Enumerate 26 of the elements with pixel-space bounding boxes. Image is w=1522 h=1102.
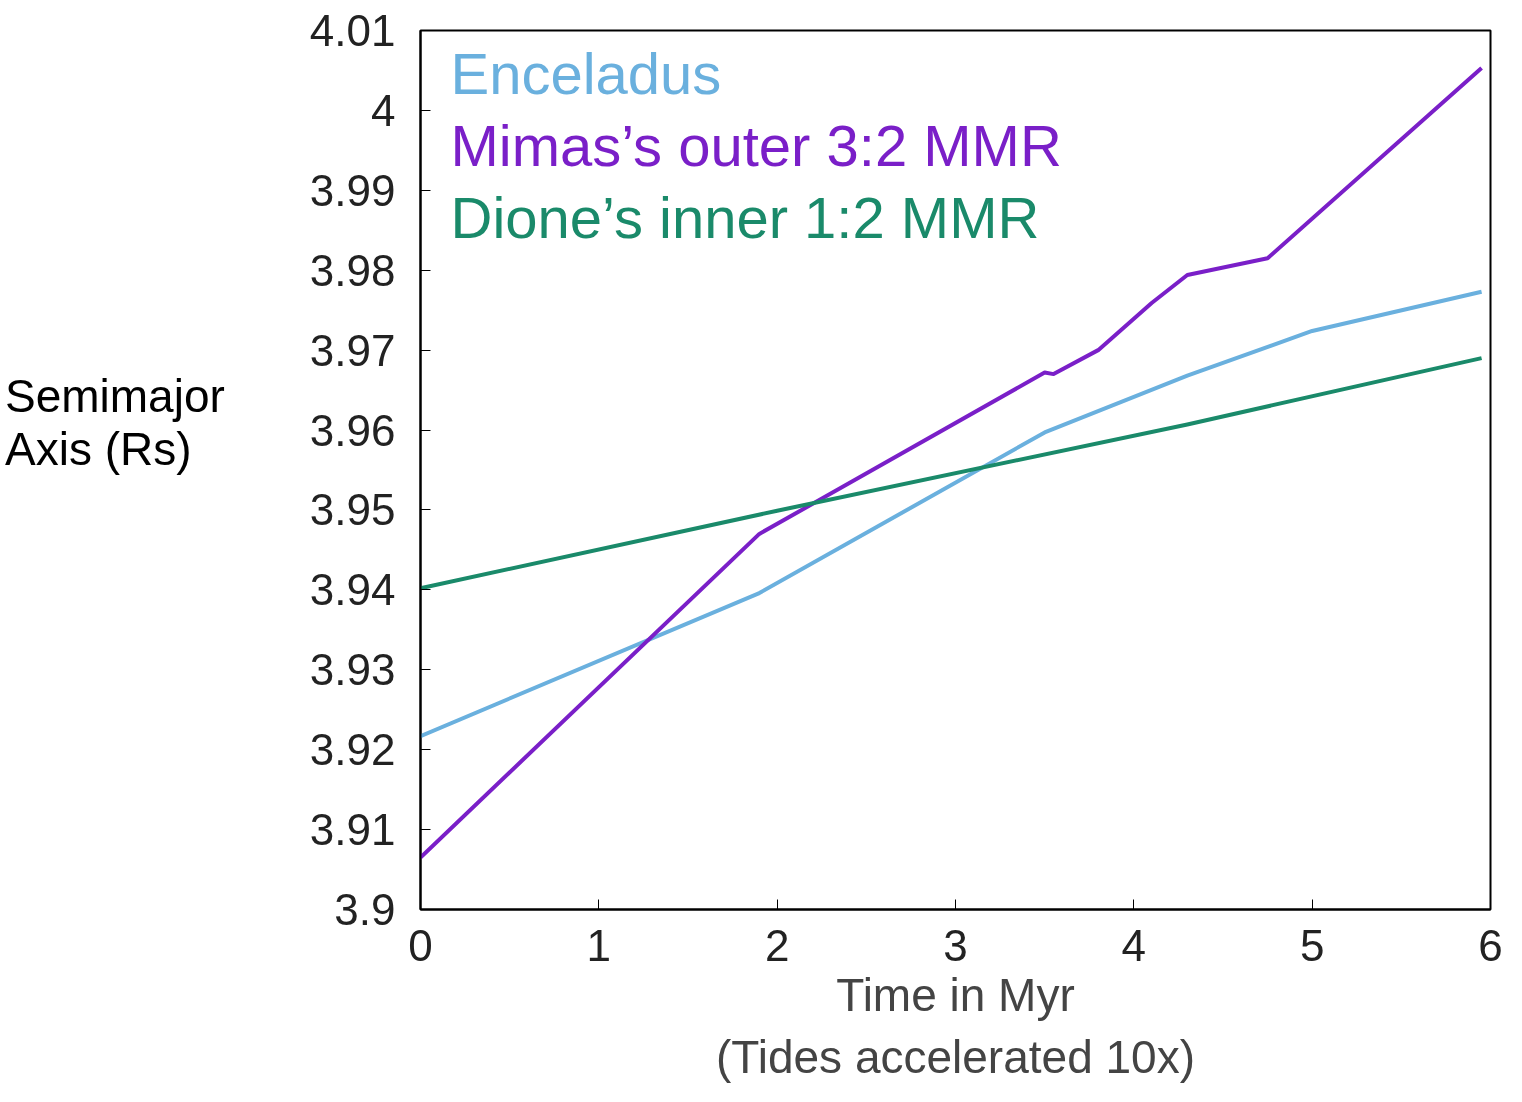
line-series xyxy=(420,289,1484,739)
y-tick-label: 4 xyxy=(371,85,396,135)
text: Dione’s inner 1:2 MMR xyxy=(450,184,1040,250)
y-tick-label: 3.96 xyxy=(309,405,396,455)
x-tick-label: 6 xyxy=(1478,920,1503,970)
line-series xyxy=(420,356,1484,591)
x-axis-title: Time in Myr (Tides accelerated 10x) xyxy=(716,968,1195,1083)
x-tick-label: 3 xyxy=(943,920,968,970)
y-tick-label: 3.91 xyxy=(309,805,396,855)
y-tick-label: 3.94 xyxy=(309,565,396,615)
x-tick-label: 0 xyxy=(408,920,433,970)
y-tick-label: 3.97 xyxy=(309,325,396,375)
y-tick-label: 3.93 xyxy=(309,645,396,695)
y-tick-label: 3.98 xyxy=(309,245,396,295)
x-tick-label: 1 xyxy=(586,920,612,970)
x-tick-label: 5 xyxy=(1299,920,1325,970)
y-tick-label: 3.9 xyxy=(334,885,396,934)
text: Enceladus xyxy=(450,40,722,106)
y-tick-label: 3.95 xyxy=(309,485,396,535)
y-tick-label: 3.92 xyxy=(309,725,396,775)
y-axis-title: Semimajor Axis (Rs) xyxy=(5,370,225,476)
y-tick-label: 4.01 xyxy=(309,6,396,55)
y-tick-label: 3.99 xyxy=(309,165,396,215)
text: Mimas’s outer 3:2 MMR xyxy=(450,112,1062,178)
x-tick-label: 4 xyxy=(1121,920,1147,970)
x-tick-label: 2 xyxy=(764,920,790,970)
